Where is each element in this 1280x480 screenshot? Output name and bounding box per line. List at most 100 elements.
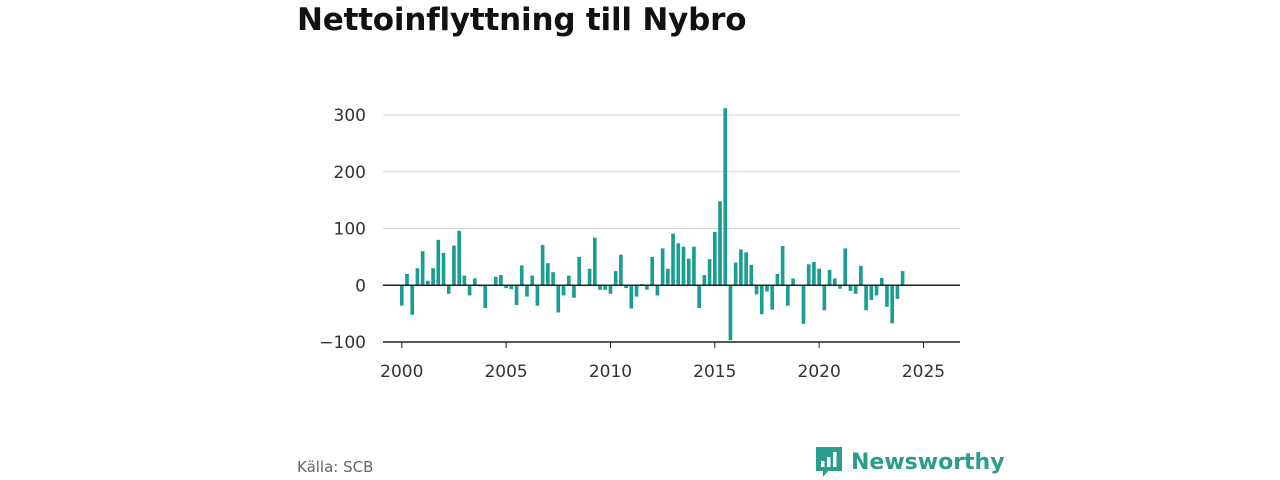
bar xyxy=(499,275,503,286)
bar xyxy=(509,285,514,290)
bar xyxy=(723,108,728,286)
bar xyxy=(660,248,665,286)
bar xyxy=(514,285,519,306)
bar xyxy=(577,256,581,286)
bar xyxy=(702,275,707,286)
bars xyxy=(399,108,905,341)
bar xyxy=(791,278,795,286)
bar xyxy=(603,285,608,290)
y-tick-label: 0 xyxy=(355,276,366,296)
bar xyxy=(566,275,571,286)
bar xyxy=(624,285,628,289)
bar xyxy=(900,271,905,286)
bar xyxy=(869,285,874,301)
y-tick-label: −100 xyxy=(319,333,366,353)
axes xyxy=(383,284,960,348)
bar xyxy=(441,252,446,286)
bar xyxy=(530,275,535,286)
bar xyxy=(827,269,832,286)
bar xyxy=(650,256,655,286)
bar xyxy=(765,285,769,292)
x-tick-label: 2005 xyxy=(484,362,527,382)
bar xyxy=(692,246,696,286)
chart-title: Nettoinflyttning till Nybro xyxy=(297,2,747,38)
bar xyxy=(864,285,868,311)
bar xyxy=(431,268,435,286)
bar xyxy=(420,251,425,286)
x-tick-label: 2020 xyxy=(798,362,841,382)
bar xyxy=(676,243,681,286)
bar xyxy=(483,285,488,308)
bar xyxy=(848,285,853,291)
bar xyxy=(561,285,566,296)
bar xyxy=(770,285,775,310)
bar xyxy=(467,285,472,296)
bar xyxy=(546,263,550,286)
bar xyxy=(556,285,561,313)
bar xyxy=(733,262,738,286)
bar xyxy=(806,264,811,286)
bar xyxy=(890,285,895,324)
bar xyxy=(843,248,848,286)
gridlines xyxy=(383,114,960,229)
brand-name: Newsworthy xyxy=(851,449,1005,475)
newsworthy-logo-icon xyxy=(816,447,842,477)
bar xyxy=(535,285,540,306)
bar xyxy=(754,285,759,295)
tick-labels: −100 0 100 200 300 2000 2005 2010 2015 2020 2025 xyxy=(319,106,945,382)
bar xyxy=(775,273,780,286)
brand-logo[interactable]: Newsworthy xyxy=(815,446,1005,478)
y-tick-label: 200 xyxy=(334,163,366,183)
bar xyxy=(426,280,430,286)
bar xyxy=(697,285,701,308)
bar xyxy=(504,285,508,289)
bar xyxy=(812,261,816,286)
bar xyxy=(671,233,675,286)
bar xyxy=(587,268,592,286)
bar xyxy=(540,244,545,286)
bar xyxy=(608,285,613,294)
bar xyxy=(493,276,498,286)
bar xyxy=(879,277,884,286)
bar xyxy=(786,285,790,306)
bar xyxy=(681,246,686,286)
bar xyxy=(399,285,404,306)
x-tick-label: 2015 xyxy=(693,362,736,382)
bar xyxy=(619,254,623,286)
bar xyxy=(838,285,842,289)
bar xyxy=(749,264,754,286)
bar xyxy=(634,285,639,297)
bar xyxy=(728,285,733,341)
bar xyxy=(572,285,576,298)
bar xyxy=(817,268,821,286)
bar xyxy=(436,239,441,286)
bar xyxy=(655,285,660,296)
bar xyxy=(822,285,827,311)
bar xyxy=(598,285,602,290)
bar xyxy=(832,278,837,286)
bar xyxy=(415,268,420,286)
bar xyxy=(525,285,529,297)
bar xyxy=(874,285,879,296)
bar xyxy=(551,272,555,286)
bar xyxy=(592,237,597,286)
bar xyxy=(801,285,806,324)
bar xyxy=(885,285,889,307)
bar xyxy=(739,249,743,286)
x-tick-label: 2010 xyxy=(589,362,632,382)
x-tick-label: 2025 xyxy=(902,362,945,382)
bar xyxy=(853,285,858,294)
bar xyxy=(519,265,524,286)
bar xyxy=(666,268,670,286)
bar xyxy=(686,258,691,286)
bar xyxy=(452,245,456,286)
bar xyxy=(718,201,722,286)
bar xyxy=(780,246,785,286)
bar xyxy=(712,231,717,286)
bar xyxy=(446,285,451,294)
bar xyxy=(759,285,764,315)
y-tick-label: 100 xyxy=(334,220,366,240)
bar xyxy=(707,259,712,286)
bar xyxy=(629,285,634,309)
